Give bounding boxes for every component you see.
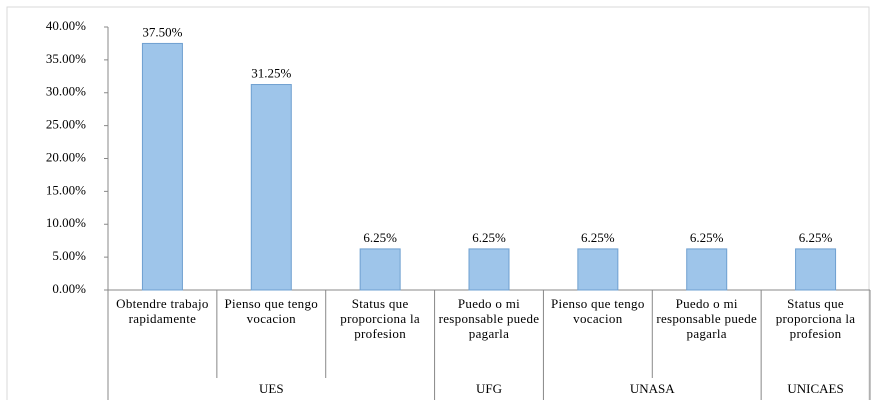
bar <box>577 248 619 291</box>
y-tick-label: 20.00% <box>46 149 86 164</box>
y-tick-label: 35.00% <box>46 51 86 66</box>
x-tick-label: Status que proporciona la profesion <box>775 296 856 341</box>
value-label: 6.25% <box>472 230 506 245</box>
value-label: 31.25% <box>251 66 291 81</box>
group-label: UES <box>259 381 284 396</box>
y-tick-label: 5.00% <box>52 248 86 263</box>
value-label: 6.25% <box>799 230 833 245</box>
value-label: 6.25% <box>690 230 724 245</box>
value-label: 6.25% <box>581 230 615 245</box>
x-tick-label: Status que proporciona la profesion <box>340 296 420 341</box>
x-tick-label: Puedo o mi responsable puede pagarla <box>656 296 758 341</box>
bar <box>141 42 183 291</box>
group-label: UNICAES <box>787 381 843 396</box>
x-tick-label: Pienso que tengo vocacion <box>224 296 319 326</box>
y-tick-label: 25.00% <box>46 117 86 132</box>
y-tick-label: 10.00% <box>46 215 86 230</box>
group-label: UFG <box>476 381 502 396</box>
value-label: 37.50% <box>142 24 182 39</box>
group-label: UNASA <box>630 381 675 396</box>
y-tick-label: 30.00% <box>46 84 86 99</box>
bar <box>686 248 728 291</box>
x-tick-label: Pienso que tengo vocacion <box>551 296 645 326</box>
bar <box>468 248 510 291</box>
y-tick-label: 40.00% <box>46 18 86 33</box>
chart-border <box>6 6 870 400</box>
y-tick-label: 0.00% <box>52 281 86 296</box>
bar <box>795 248 837 291</box>
x-tick-label: Obtendre trabajo rapidamente <box>116 296 209 326</box>
bar <box>250 84 292 291</box>
x-tick-label: Puedo o mi responsable puede pagarla <box>438 296 540 341</box>
bar <box>359 248 401 291</box>
value-label: 6.25% <box>363 230 397 245</box>
y-tick-label: 15.00% <box>46 182 86 197</box>
